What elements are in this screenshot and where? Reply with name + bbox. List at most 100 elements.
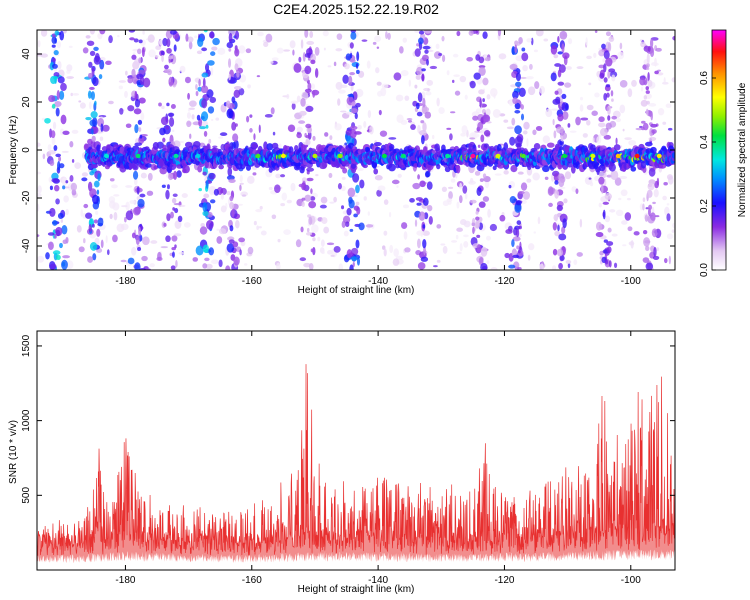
heatmap-streak-blob <box>56 90 60 100</box>
heatmap-streak-blob <box>509 63 518 70</box>
heatmap-streak-blob <box>127 105 135 112</box>
heatmap-speckle <box>463 220 471 228</box>
heatmap-streak-blob <box>165 125 170 130</box>
heatmap-streak-blob <box>644 214 649 222</box>
heatmap-streak-blob <box>651 228 658 238</box>
heatmap-speckle <box>216 236 223 244</box>
heatmap-streak-blob <box>654 70 659 75</box>
heatmap-streak-blob <box>422 97 426 108</box>
heatmap-speckle <box>333 61 337 67</box>
heatmap-streak-blob <box>132 206 141 216</box>
heatmap-streak-blob <box>171 246 176 251</box>
heatmap-speckle <box>640 86 644 92</box>
heatmap-streak-blob <box>602 209 606 220</box>
heatmap-speckle <box>100 239 104 249</box>
heatmap-streak-blob <box>134 262 141 270</box>
heatmap-speckle <box>618 197 622 201</box>
heatmap-speckle <box>312 135 316 141</box>
heatmap-streak-blob <box>138 57 142 64</box>
heatmap-speckle <box>344 63 350 70</box>
heatmap-speckle <box>66 76 75 79</box>
heatmap-streak-blob <box>305 232 313 236</box>
heatmap-streak-blob <box>139 76 145 86</box>
heatmap-streak-blob <box>232 241 239 248</box>
heatmap-streak-blob <box>170 265 176 270</box>
heatmap-speckle <box>328 172 333 179</box>
heatmap-speckle <box>112 234 118 243</box>
heatmap-speckle <box>627 88 633 98</box>
heatmap-speckle <box>278 143 282 150</box>
heatmap-speckle <box>376 46 380 49</box>
heatmap-speckle <box>72 92 80 96</box>
heatmap-streak-blob <box>472 115 479 121</box>
heatmap-streak-blob <box>482 173 487 179</box>
heatmap-streak-blob <box>516 220 522 225</box>
heatmap-streak-blob <box>202 171 207 176</box>
heatmap-streak-blob <box>139 134 143 139</box>
heatmap-streak-blob <box>310 59 316 65</box>
heatmap-band-halo <box>319 162 327 170</box>
heatmap-streak-blob <box>648 110 653 118</box>
heatmap-speckle <box>113 211 118 221</box>
heatmap-streak-blob <box>87 90 92 99</box>
heatmap-speckle <box>619 80 628 88</box>
heatmap-speckle <box>320 196 328 204</box>
heatmap-speckle <box>655 47 662 52</box>
heatmap-speckle <box>47 144 52 151</box>
heatmap-speckle <box>255 209 263 213</box>
heatmap-streak-blob <box>225 100 231 108</box>
heatmap-streak-blob <box>639 77 646 86</box>
heatmap-speckle <box>140 172 147 179</box>
heatmap-speckle <box>588 177 592 180</box>
heatmap-streak-blob <box>355 239 360 249</box>
heatmap-speckle <box>37 40 41 48</box>
heatmap-speckle <box>486 260 490 265</box>
heatmap-speckle <box>582 133 588 138</box>
heatmap-streak-blob <box>645 108 649 116</box>
heatmap-speckle <box>446 198 453 203</box>
heatmap-streak-blob <box>169 117 175 127</box>
heatmap-speckle <box>389 244 394 254</box>
heatmap-streak-blob <box>514 203 522 213</box>
heatmap-band-halo <box>348 142 354 149</box>
heatmap-band-halo <box>271 142 279 149</box>
heatmap-speckle <box>259 205 263 210</box>
heatmap-streak-blob <box>466 56 474 62</box>
heatmap-streak-blob <box>202 263 208 269</box>
heatmap-speckle <box>280 174 286 178</box>
heatmap-speckle <box>446 127 452 130</box>
heatmap-band-halo <box>362 164 368 169</box>
heatmap-speckle <box>533 231 537 234</box>
heatmap-streak-blob <box>473 72 481 80</box>
heatmap-speckle <box>42 153 46 160</box>
heatmap-speckle <box>619 104 626 114</box>
heatmap-speckle <box>157 251 162 261</box>
heatmap-speckle <box>329 201 335 204</box>
heatmap-streak-blob <box>640 99 648 107</box>
heatmap-speckle <box>663 182 668 186</box>
heatmap-streak-blob <box>419 130 427 136</box>
heatmap-band-halo <box>152 141 159 150</box>
heatmap-speckle <box>355 201 360 206</box>
heatmap-band-halo <box>575 161 580 170</box>
heatmap-speckle <box>146 190 154 196</box>
heatmap-speckle <box>653 188 659 198</box>
heatmap-streak-blob <box>605 122 612 130</box>
heatmap-speckle <box>78 100 82 103</box>
heatmap-speckle <box>334 123 342 131</box>
heatmap-speckle <box>615 137 618 145</box>
heatmap-streak-blob <box>62 239 68 244</box>
heatmap-speckle <box>37 203 40 212</box>
heatmap-speckle <box>596 136 602 145</box>
heatmap-speckle <box>375 67 380 74</box>
heatmap-speckle <box>140 133 148 137</box>
heatmap-streak-blob <box>177 215 183 223</box>
heatmap-speckle <box>333 196 337 203</box>
heatmap-streak-blob <box>480 246 488 257</box>
heatmap-streak-blob <box>90 91 95 101</box>
heatmap-speckle <box>672 35 675 41</box>
heatmap-speckle <box>290 182 296 192</box>
heatmap-speckle <box>286 93 290 99</box>
heatmap-speckle <box>657 108 665 116</box>
heatmap-streak-blob <box>166 47 172 54</box>
